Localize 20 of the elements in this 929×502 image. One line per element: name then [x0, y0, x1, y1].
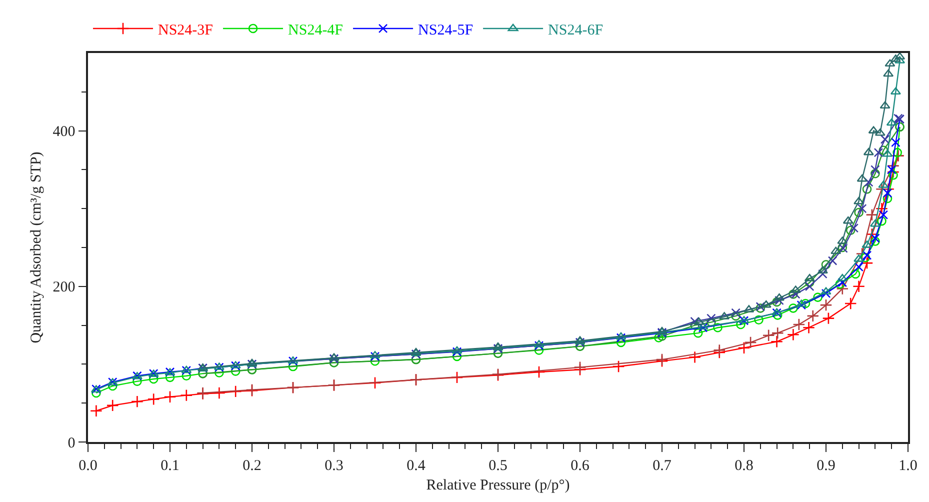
y-tick-label: 400 [52, 124, 76, 140]
x-tick-label: 0.0 [78, 458, 98, 474]
x-axis-title: Relative Pressure (p/p°) [426, 477, 570, 494]
y-tick-label: 0 [68, 435, 76, 452]
x-tick-label: 0.8 [734, 458, 754, 474]
x-tick-label: 1.0 [898, 458, 918, 474]
x-tick-label: 0.6 [570, 458, 590, 474]
y-tick-label: 200 [52, 280, 76, 296]
x-tick-label: 0.2 [242, 458, 262, 474]
x-tick-label: 0.1 [160, 458, 180, 474]
legend-label: NS24-4F [288, 22, 344, 38]
y-axis-title: Quantity Adsorbed (cm³/g STP) [28, 152, 44, 344]
x-tick-label: 0.9 [816, 458, 836, 474]
x-tick-label: 0.5 [488, 458, 508, 474]
legend-label: NS24-5F [418, 22, 474, 38]
x-tick-label: 0.4 [406, 458, 426, 474]
legend-label: NS24-6F [548, 22, 604, 38]
x-tick-label: 0.7 [652, 458, 672, 474]
x-tick-label: 0.3 [324, 458, 344, 474]
legend-label: NS24-3F [158, 22, 214, 38]
